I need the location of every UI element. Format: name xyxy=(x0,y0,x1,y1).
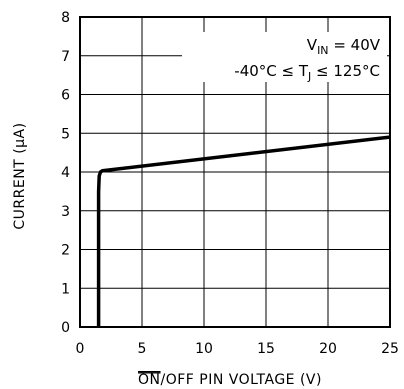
x-axis-label: ON/OFF PIN VOLTAGE (V) xyxy=(138,372,322,388)
x-tick-labels: 0 5 10 15 20 25 xyxy=(76,341,399,357)
annotation-vin-prefix: V xyxy=(307,36,318,54)
x-axis-label-rest: /OFF PIN VOLTAGE (V) xyxy=(161,372,322,388)
annotation-vin-value: = 40V xyxy=(329,36,381,54)
plot-frame xyxy=(79,16,391,328)
y-tick-label: 5 xyxy=(61,126,70,142)
x-tick-label: 0 xyxy=(76,341,85,357)
annotation-background xyxy=(182,32,387,82)
y-tick-labels: 0 1 2 3 4 5 6 7 8 xyxy=(61,10,70,336)
annotation-vin: VIN = 40V xyxy=(307,36,381,57)
y-tick-label: 8 xyxy=(61,10,70,26)
y-tick-label: 2 xyxy=(61,243,70,259)
annotation-temperature: -40°C ≤ TJ ≤ 125°C xyxy=(234,62,380,83)
annotation-temp-suffix: ≤ 125°C xyxy=(311,62,380,80)
y-tick-label: 6 xyxy=(61,88,70,104)
annotation-temp-prefix: -40°C ≤ T xyxy=(234,62,309,80)
x-tick-label: 10 xyxy=(195,341,213,357)
annotation-temp-subscript: J xyxy=(307,70,311,83)
y-tick-label: 1 xyxy=(61,281,70,297)
x-tick-label: 20 xyxy=(319,341,337,357)
y-tick-label: 7 xyxy=(61,49,70,65)
y-tick-label: 3 xyxy=(61,204,70,220)
x-tick-label: 15 xyxy=(257,341,275,357)
x-tick-label: 25 xyxy=(381,341,399,357)
y-axis-label: CURRENT (μA) xyxy=(12,122,28,229)
annotation-vin-subscript: IN xyxy=(317,44,328,57)
y-tick-label: 0 xyxy=(61,320,70,336)
series-group xyxy=(96,135,391,327)
x-axis-label-overline: ON xyxy=(138,372,161,388)
y-tick-label: 4 xyxy=(61,165,70,181)
x-tick-label: 5 xyxy=(138,341,147,357)
series-line xyxy=(96,135,391,327)
